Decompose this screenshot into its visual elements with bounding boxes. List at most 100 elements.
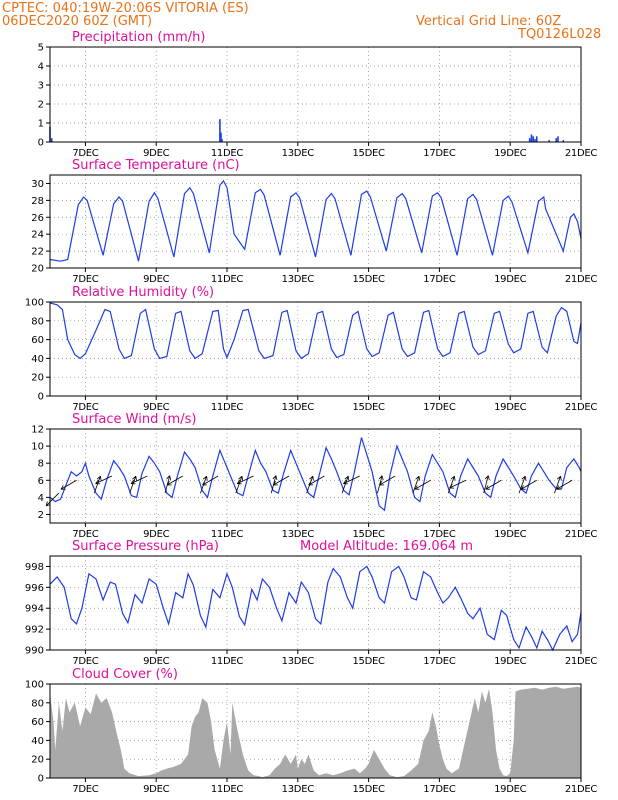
- wind-arrow-head: [381, 475, 384, 481]
- x-tick-label: 21DEC: [565, 529, 598, 540]
- y-tick-label: 4: [38, 62, 44, 73]
- x-tick-label: 13DEC: [282, 402, 315, 413]
- wind-arrow: [447, 476, 455, 494]
- x-tick-label: 11DEC: [211, 148, 244, 159]
- x-tick-label: 15DEC: [352, 529, 385, 540]
- panel-frame: [49, 174, 582, 269]
- temp-line: [49, 179, 582, 262]
- y-tick-label: 998: [25, 562, 44, 573]
- panel-subtitle: Model Altitude: 169.064 m: [300, 539, 473, 554]
- wind-arrow-head: [347, 476, 350, 481]
- x-tick-label: 7DEC: [72, 274, 98, 285]
- wind-arrow-head: [312, 476, 314, 481]
- panel-frame: [49, 683, 582, 779]
- x-tick-label: 13DEC: [282, 148, 315, 159]
- wind-arrow-head: [96, 475, 101, 480]
- x-tick-label: 21DEC: [565, 274, 598, 285]
- x-tick-label: 9DEC: [143, 784, 169, 795]
- panel-title: Relative Humidity (%): [72, 285, 214, 300]
- wind-arrow-head: [60, 485, 64, 490]
- wind-arrow-head: [95, 479, 99, 484]
- y-tick-label: 40: [31, 736, 44, 747]
- x-tick-label: 15DEC: [352, 402, 385, 413]
- y-tick-label: 0: [38, 138, 44, 149]
- precip-bar: [50, 138, 53, 142]
- y-tick-label: 996: [25, 583, 44, 594]
- wind-arrow: [343, 475, 360, 484]
- y-tick-label: 80: [31, 698, 44, 709]
- y-tick-label: 12: [31, 425, 44, 436]
- wind-arrow-head: [415, 475, 420, 480]
- wind-arrow: [130, 475, 148, 484]
- wind-arrow-head: [132, 475, 137, 480]
- wind-arrow: [483, 475, 489, 494]
- wind-arrow: [95, 475, 113, 484]
- x-tick-label: 13DEC: [282, 784, 315, 795]
- wind-arrow-head: [308, 480, 312, 486]
- wind-arrow-head: [45, 501, 48, 506]
- y-tick-label: 6: [38, 476, 44, 487]
- wind-arrow-head: [169, 475, 172, 481]
- x-tick-label: 15DEC: [352, 148, 385, 159]
- wind-arrow: [202, 475, 219, 486]
- wind-arrow-head: [379, 480, 383, 486]
- y-tick-label: 20: [31, 264, 44, 275]
- x-tick-label: 17DEC: [423, 529, 456, 540]
- wind-arrow-head: [272, 475, 277, 480]
- y-tick-label: 1: [38, 119, 44, 130]
- wind-arrow: [93, 476, 101, 494]
- x-tick-label: 21DEC: [565, 148, 598, 159]
- precip-bar: [528, 138, 531, 142]
- wind-arrow: [237, 475, 254, 484]
- x-tick-label: 19DEC: [494, 656, 527, 667]
- wind-arrow-head: [414, 485, 418, 490]
- wind-arrow: [166, 475, 183, 486]
- y-tick-label: 2: [38, 100, 44, 111]
- panel-title: Surface Temperature (nC): [72, 158, 240, 173]
- y-tick-label: 60: [31, 335, 44, 346]
- y-tick-label: 30: [31, 179, 44, 190]
- wind-arrow: [341, 476, 349, 494]
- wind-arrow-head: [202, 475, 207, 480]
- x-tick-label: 15DEC: [352, 784, 385, 795]
- wind-arrow-head: [485, 485, 489, 490]
- wind-arrow-head: [241, 476, 244, 481]
- x-tick-label: 9DEC: [143, 656, 169, 667]
- x-tick-label: 7DEC: [72, 784, 98, 795]
- x-tick-label: 17DEC: [423, 274, 456, 285]
- x-tick-label: 21DEC: [565, 402, 598, 413]
- wind-arrow: [554, 476, 561, 494]
- wind-arrow-head: [556, 475, 561, 480]
- y-tick-label: 3: [38, 81, 44, 92]
- precip-bar: [557, 136, 559, 142]
- x-tick-label: 7DEC: [72, 148, 98, 159]
- panel-title: Precipitation (mm/h): [72, 30, 205, 45]
- precip-bar: [534, 139, 536, 142]
- y-tick-label: 20: [31, 755, 44, 766]
- wind-arrow-head: [520, 485, 524, 490]
- y-tick-label: 22: [31, 247, 44, 258]
- x-tick-label: 7DEC: [72, 656, 98, 667]
- wind-arrow-head: [135, 476, 137, 481]
- header-line1: CPTEC: 040:19W-20:06S VITORIA (ES): [2, 1, 249, 16]
- x-tick-label: 19DEC: [494, 529, 527, 540]
- wind-arrow-head: [309, 475, 314, 480]
- wind-arrow: [45, 492, 60, 507]
- wind-arrow-head: [418, 476, 421, 481]
- wind-arrow: [379, 475, 396, 486]
- y-tick-label: 40: [31, 354, 44, 365]
- panel-title: Surface Pressure (hPa): [72, 539, 219, 554]
- x-tick-label: 17DEC: [423, 656, 456, 667]
- wind-arrow-head: [100, 476, 102, 481]
- wind-arrow: [60, 479, 77, 490]
- panel-frame: [49, 301, 582, 397]
- x-tick-label: 17DEC: [423, 402, 456, 413]
- wind-arrow: [520, 479, 537, 490]
- y-tick-label: 28: [31, 196, 44, 207]
- wind-arrow-head: [450, 475, 455, 480]
- precip-bar: [555, 138, 558, 142]
- wind-arrow-head: [449, 484, 453, 489]
- x-tick-label: 7DEC: [72, 529, 98, 540]
- panel-title: Surface Wind (m/s): [72, 412, 196, 427]
